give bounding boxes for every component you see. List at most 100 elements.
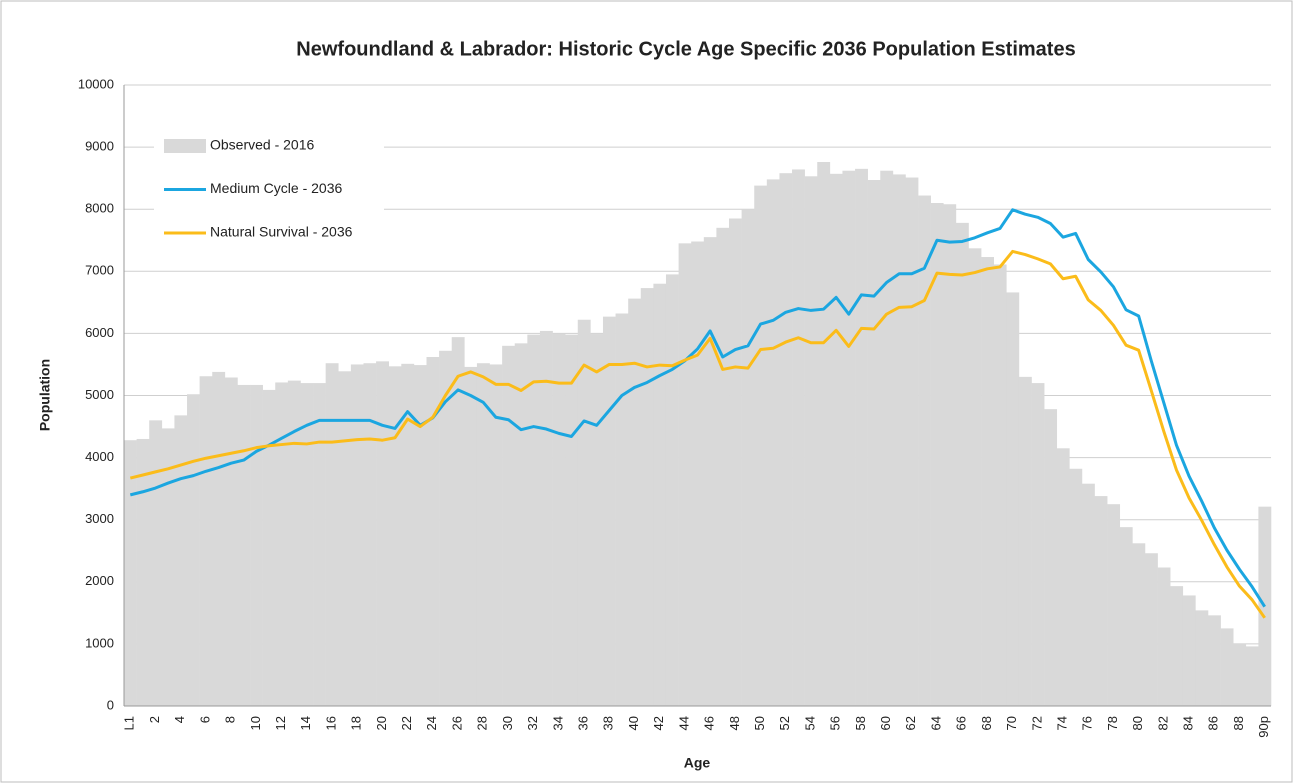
bar — [817, 162, 831, 706]
y-tick-label: 1000 — [85, 635, 114, 650]
x-tick-label: 54 — [802, 716, 817, 730]
bar — [640, 288, 654, 706]
bar — [527, 334, 541, 706]
bar — [703, 237, 717, 706]
x-tick-label: 22 — [399, 716, 414, 730]
bar — [426, 356, 440, 706]
bar — [489, 364, 503, 706]
bar — [665, 274, 679, 706]
bar — [766, 179, 780, 707]
bar — [514, 343, 528, 706]
bar — [539, 330, 553, 706]
x-tick-label: 56 — [828, 716, 843, 730]
bar — [136, 438, 150, 706]
legend: Observed - 2016 Medium Cycle - 2036 Natura… — [154, 128, 384, 253]
bar — [1157, 567, 1171, 706]
bar — [993, 264, 1007, 706]
legend-label: Observed - 2016 — [210, 137, 314, 153]
x-tick-label: 42 — [651, 716, 666, 730]
bar — [804, 176, 818, 707]
bar — [1144, 553, 1158, 706]
x-tick-label: 88 — [1231, 716, 1246, 730]
bar — [1195, 610, 1209, 706]
x-tick-label: 72 — [1029, 716, 1044, 730]
bar — [1132, 543, 1146, 706]
bar — [1245, 646, 1259, 706]
y-tick-label: 2000 — [85, 573, 114, 588]
bar — [678, 243, 692, 707]
bar — [464, 366, 478, 706]
x-tick-label: 82 — [1155, 716, 1170, 730]
bar — [754, 185, 768, 707]
bar — [199, 376, 213, 706]
x-tick-label: 46 — [702, 716, 717, 730]
bar — [955, 222, 969, 706]
y-tick-label: 7000 — [85, 263, 114, 278]
bar — [174, 415, 188, 706]
bar — [476, 363, 490, 706]
x-tick-label: 68 — [979, 716, 994, 730]
x-tick-label: 24 — [424, 716, 439, 730]
x-tick-label: 10 — [248, 716, 263, 730]
x-tick-label: 2 — [147, 716, 162, 723]
x-tick-label: 52 — [777, 716, 792, 730]
x-tick-label: 40 — [626, 716, 641, 730]
bar — [187, 394, 200, 706]
x-tick-label: 14 — [298, 716, 313, 730]
bar — [867, 180, 881, 706]
bar — [829, 173, 843, 707]
bar — [628, 298, 642, 706]
bar — [565, 334, 579, 706]
bar — [363, 363, 377, 706]
bar — [880, 170, 894, 706]
x-tick-label: 28 — [475, 716, 490, 730]
bar — [602, 316, 616, 706]
bar — [237, 384, 251, 706]
bar — [615, 313, 629, 706]
y-tick-label: 3000 — [85, 511, 114, 526]
y-tick-label: 10000 — [78, 76, 114, 91]
x-tick-label: 78 — [1105, 716, 1120, 730]
x-tick-label: 32 — [525, 716, 540, 730]
bar — [855, 168, 868, 706]
y-tick-label: 0 — [107, 697, 114, 712]
bar — [1081, 483, 1095, 706]
x-tick-label: 18 — [349, 716, 364, 730]
bar — [313, 383, 326, 706]
bar — [1056, 448, 1070, 706]
x-tick-label: 86 — [1206, 716, 1221, 730]
x-tick-label: 50 — [752, 716, 767, 730]
y-axis-title: Population — [37, 359, 53, 431]
x-tick-label: 4 — [172, 716, 187, 723]
bar — [250, 384, 263, 706]
bar — [124, 440, 137, 706]
bar — [149, 420, 163, 706]
bar — [1182, 595, 1196, 706]
y-tick-label: 9000 — [85, 139, 114, 154]
x-tick-label: 58 — [853, 716, 868, 730]
y-tick-label: 4000 — [85, 449, 114, 464]
x-tick-label: 84 — [1181, 716, 1196, 730]
x-tick-label: 34 — [550, 716, 565, 730]
bar — [918, 195, 931, 706]
bar — [1220, 628, 1234, 706]
y-tick-label: 8000 — [85, 201, 114, 216]
x-tick-label: 8 — [223, 716, 238, 723]
legend-swatch — [164, 139, 206, 153]
x-tick-label: 70 — [1004, 716, 1019, 730]
bar — [376, 361, 389, 706]
x-tick-label: 26 — [449, 716, 464, 730]
bar — [325, 363, 339, 706]
x-tick-label: 80 — [1130, 716, 1145, 730]
bar — [1119, 527, 1133, 706]
legend-label: Medium Cycle - 2036 — [210, 180, 342, 196]
bar — [779, 173, 793, 706]
bar — [691, 241, 705, 706]
bar — [439, 350, 453, 706]
bar — [716, 227, 730, 706]
bar — [1031, 383, 1045, 706]
bar — [451, 337, 465, 706]
bar — [300, 383, 314, 706]
x-tick-label: 66 — [954, 716, 969, 730]
